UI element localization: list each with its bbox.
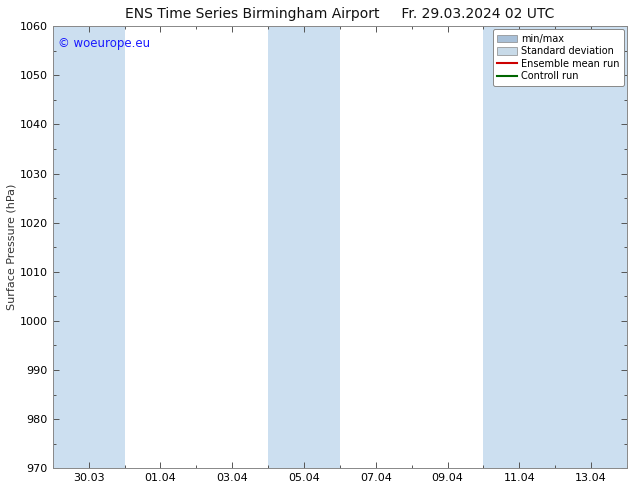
Legend: min/max, Standard deviation, Ensemble mean run, Controll run: min/max, Standard deviation, Ensemble me… xyxy=(493,29,624,86)
Bar xyxy=(484,26,627,468)
Y-axis label: Surface Pressure (hPa): Surface Pressure (hPa) xyxy=(7,184,17,311)
Text: © woeurope.eu: © woeurope.eu xyxy=(58,37,151,50)
Title: ENS Time Series Birmingham Airport     Fr. 29.03.2024 02 UTC: ENS Time Series Birmingham Airport Fr. 2… xyxy=(125,7,555,21)
Bar xyxy=(268,26,340,468)
Bar xyxy=(53,26,124,468)
